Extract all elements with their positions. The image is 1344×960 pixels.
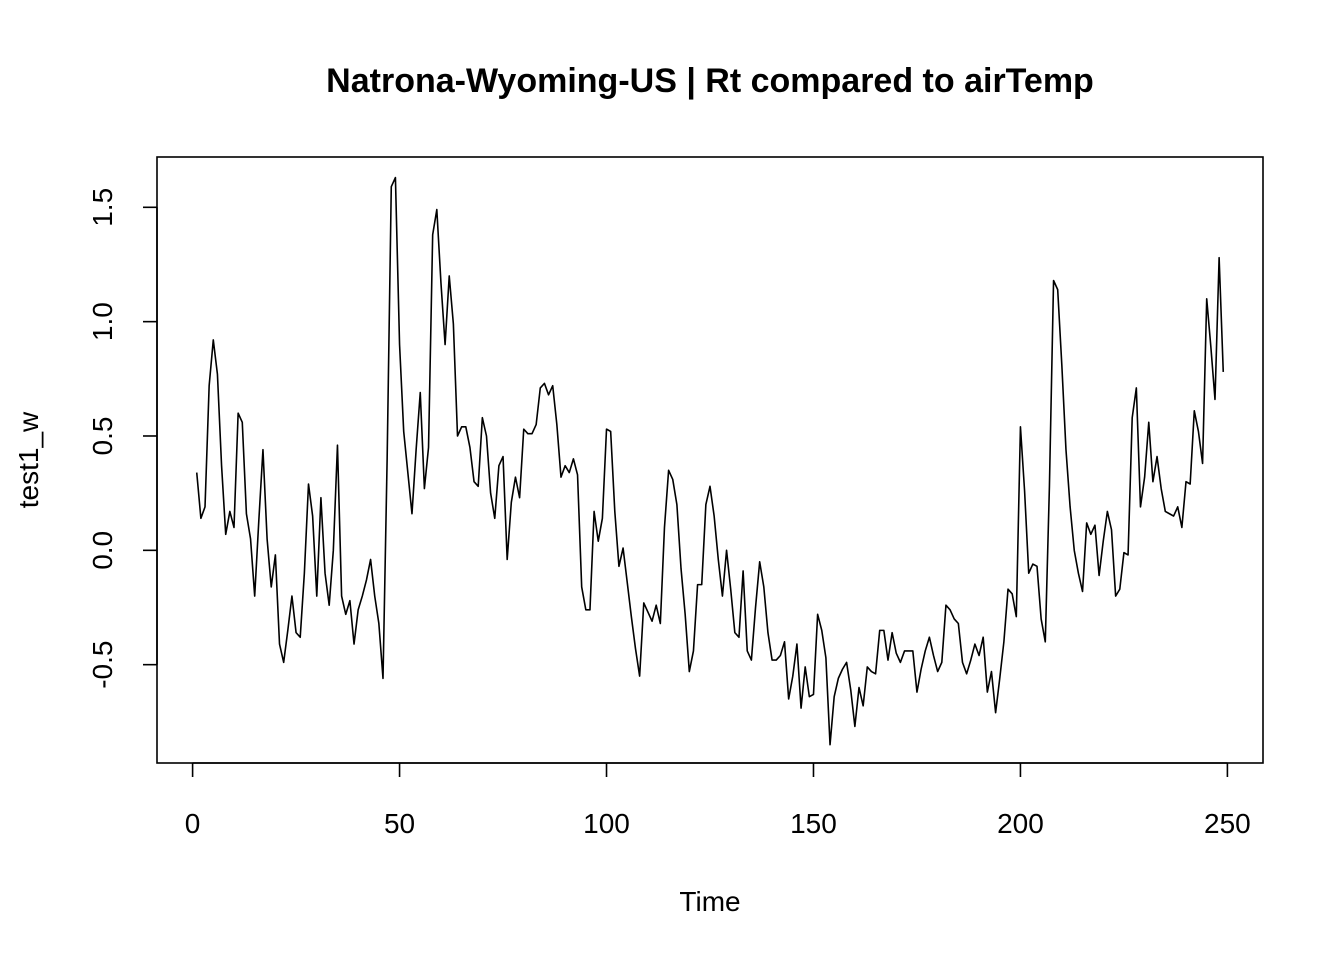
y-tick-label: -0.5 bbox=[87, 641, 118, 689]
x-tick-label: 150 bbox=[790, 808, 837, 839]
series-line bbox=[195, 176, 1225, 746]
plot-frame bbox=[156, 156, 1264, 764]
x-axis: 0 50 100 150 200 250 bbox=[185, 762, 1251, 839]
x-tick-label: 50 bbox=[384, 808, 415, 839]
series-layer bbox=[195, 176, 1225, 746]
y-tick-label: 1.0 bbox=[87, 302, 118, 341]
x-tick-label: 200 bbox=[997, 808, 1044, 839]
y-tick-label: 0.0 bbox=[87, 531, 118, 570]
y-tick-label: 0.5 bbox=[87, 417, 118, 456]
y-tick-label: 1.5 bbox=[87, 188, 118, 227]
x-tick-label: 100 bbox=[583, 808, 630, 839]
y-axis: -0.5 0.0 0.5 1.0 1.5 bbox=[87, 188, 158, 689]
x-tick-label: 0 bbox=[185, 808, 201, 839]
chart-title: Natrona-Wyoming-US | Rt compared to airT… bbox=[326, 62, 1094, 100]
x-axis-label: Time bbox=[679, 886, 740, 917]
x-tick-label: 250 bbox=[1204, 808, 1251, 839]
y-axis-label: test1_w bbox=[13, 411, 44, 508]
